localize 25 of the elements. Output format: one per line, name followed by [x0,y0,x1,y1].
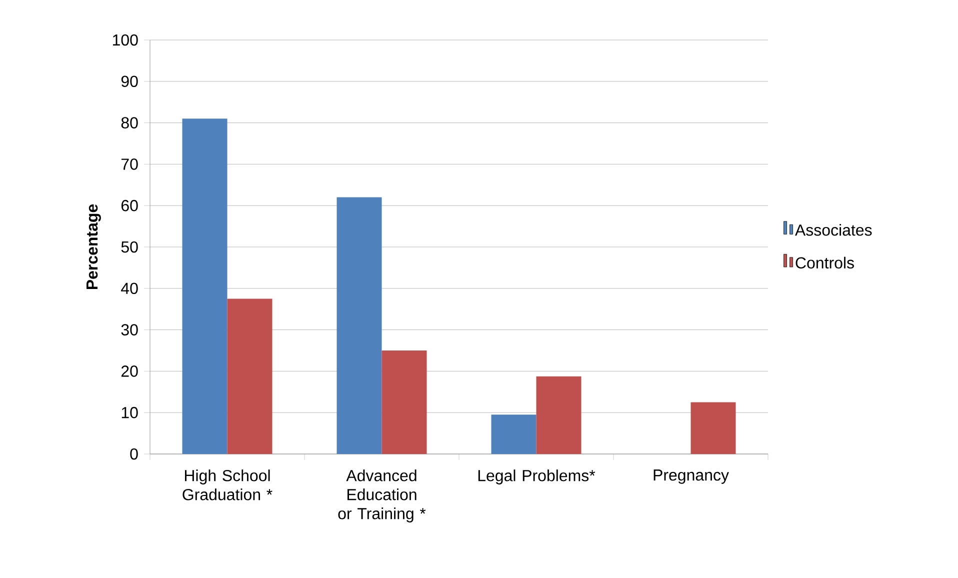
bar [491,414,536,454]
y-tick-label: 40 [121,282,138,294]
y-tick-label: 60 [121,200,138,212]
y-tick-label: 10 [122,406,138,418]
y-tick-label: 20 [121,366,138,377]
y-tick-label: 50 [121,241,138,253]
y-tick-label: 90 [121,76,138,88]
bar [182,118,228,454]
bar [336,197,382,454]
x-tick-label: Legal Problems* [478,470,596,484]
y-tick-label: 80 [121,117,138,128]
bar [690,402,736,454]
legend-label: Controls [796,256,854,269]
x-tick-label: Advanced Education or Training * [338,470,426,522]
bar [382,350,427,454]
y-tick-label: 100 [113,34,138,46]
bar [536,376,582,454]
legend-label: Associates [794,224,872,236]
x-tick-label: Pregnancy [654,470,729,484]
x-tick-label: High School Graduation * [182,470,272,500]
y-tick-label: 30 [121,324,138,336]
y-tick-label: 70 [121,158,138,170]
y-axis-title: Percentage [86,204,101,290]
y-tick-label: 0 [130,448,138,460]
bar [227,298,272,454]
